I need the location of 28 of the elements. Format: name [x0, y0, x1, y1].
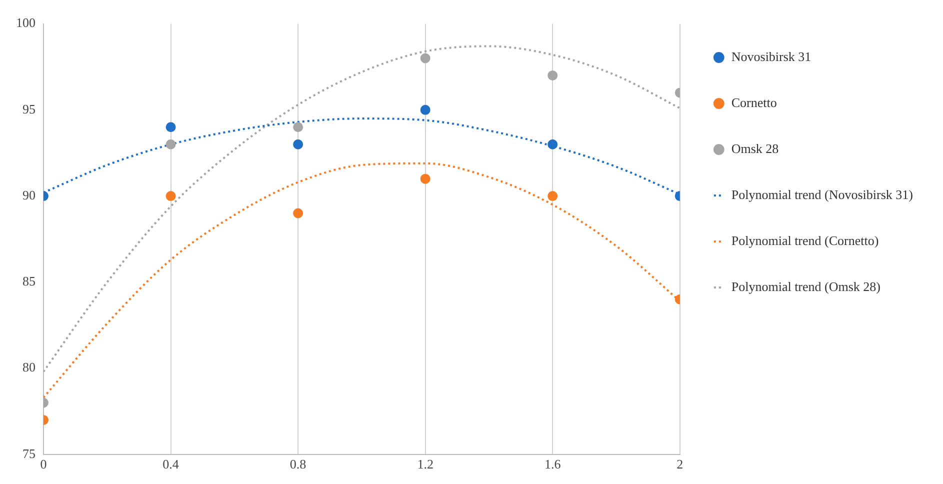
point: [420, 104, 430, 115]
legend-label: Omsk 28: [731, 140, 779, 156]
x-tick-label: 0: [40, 456, 47, 472]
x-tick-label: 2: [676, 456, 684, 472]
x-tick-label: 0.8: [290, 456, 306, 472]
point: [420, 174, 430, 184]
y-tick-label: 90: [22, 187, 36, 202]
line-series: [44, 45, 680, 373]
legend-label: Polynomial trend (Cornetto): [731, 232, 879, 248]
y-tick-label: 75: [22, 446, 36, 461]
x-tick-label: 0.4: [162, 456, 180, 472]
y-tick-label: 95: [22, 101, 36, 116]
point: [293, 208, 304, 218]
point: [166, 122, 176, 132]
point: [293, 122, 304, 132]
legend-label: Novosibirsk 31: [731, 48, 812, 64]
y-tick-label: 100: [16, 15, 36, 30]
x-tick-label: 1.6: [544, 456, 562, 472]
point: [420, 53, 430, 64]
y-tick-label: 85: [22, 274, 36, 289]
legend-label: Polynomial trend (Omsk 28): [731, 278, 881, 294]
point: [293, 139, 304, 150]
y-tick-label: 80: [22, 360, 36, 375]
legend-label: Polynomial trend (Novosibirsk 31): [731, 186, 914, 202]
point: [166, 139, 176, 150]
legend-label: Cornetto: [731, 94, 777, 110]
x-tick-label: 1.2: [417, 456, 434, 472]
point: [166, 191, 176, 202]
